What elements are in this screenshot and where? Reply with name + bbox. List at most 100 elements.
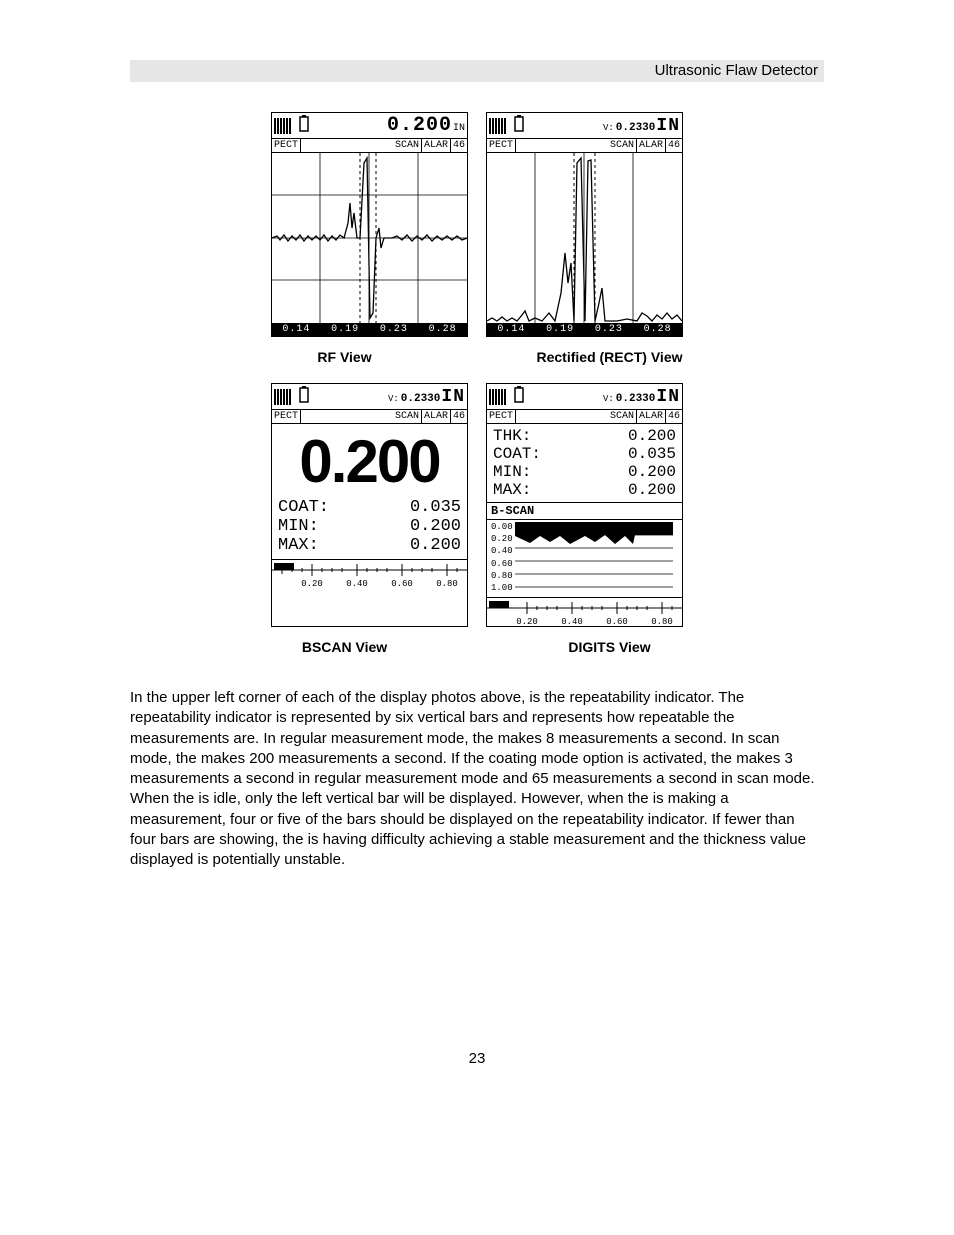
rect-waveform — [487, 153, 682, 323]
xaxis-tick: 0.23 — [595, 324, 623, 335]
repeatability-indicator — [274, 118, 291, 134]
caption-row-1: RF View Rectified (RECT) View — [130, 343, 824, 383]
ruler-tick: 0.80 — [651, 617, 673, 626]
xaxis-tick: 0.28 — [644, 324, 672, 335]
max-value: 0.200 — [410, 536, 461, 555]
rect-num: 46 — [665, 139, 682, 152]
bscan-screen: V: 0.2330 IN PECT SCAN ALAR 46 0.200 COA… — [271, 383, 468, 627]
yaxis-tick: 1.00 — [491, 583, 513, 593]
bscan-yaxis: 0.00 0.20 0.40 0.60 0.80 1.00 — [491, 522, 513, 593]
xaxis-tick: 0.19 — [331, 324, 359, 335]
rect-xaxis: 0.14 0.19 0.23 0.28 — [487, 323, 682, 336]
header-band: Ultrasonic Flaw Detector — [130, 60, 824, 82]
screens-row-1: 0.200 IN PECT SCAN ALAR 46 — [130, 112, 824, 337]
coat-value: 0.035 — [628, 445, 676, 463]
thk-label: THK: — [493, 427, 531, 445]
rf-alar: ALAR — [421, 139, 450, 152]
digits-caption: DIGITS View — [512, 639, 707, 655]
xaxis-tick: 0.14 — [282, 324, 310, 335]
digits-alar: ALAR — [636, 410, 665, 423]
rf-status-row: PECT SCAN ALAR 46 — [272, 139, 467, 153]
xaxis-tick: 0.28 — [429, 324, 457, 335]
coat-label: COAT: — [493, 445, 541, 463]
ruler-tick: 0.60 — [391, 579, 413, 588]
digits-kv: THK: 0.200 COAT: 0.035 MIN: 0.200 MAX: 0.200 — [487, 424, 682, 502]
digits-mode: PECT — [487, 410, 515, 423]
max-label: MAX: — [278, 536, 319, 555]
xaxis-tick: 0.14 — [497, 324, 525, 335]
rf-waveform — [272, 153, 467, 323]
repeatability-indicator — [489, 118, 506, 134]
ruler-tick: 0.40 — [346, 579, 368, 588]
yaxis-tick: 0.60 — [491, 559, 513, 569]
bscan-caption: BSCAN View — [247, 639, 442, 655]
body-text: is idle, only the left vertical bar will… — [198, 790, 652, 807]
screens-row-2: V: 0.2330 IN PECT SCAN ALAR 46 0.200 COA… — [130, 383, 824, 627]
rect-vlabel: V: — [603, 123, 614, 133]
bscan-mode: PECT — [272, 410, 300, 423]
page-number: 23 — [130, 1050, 824, 1067]
caption-row-2: BSCAN View DIGITS View — [130, 633, 824, 673]
rf-scan: SCAN — [393, 139, 421, 152]
battery-icon — [512, 385, 526, 408]
rect-alar: ALAR — [636, 139, 665, 152]
min-value: 0.200 — [410, 517, 461, 536]
min-label: MIN: — [493, 463, 531, 481]
yaxis-tick: 0.80 — [491, 571, 513, 581]
digits-status-row: PECT SCAN ALAR 46 — [487, 410, 682, 424]
rf-num: 46 — [450, 139, 467, 152]
header-title: Ultrasonic Flaw Detector — [655, 62, 818, 79]
rf-xaxis: 0.14 0.19 0.23 0.28 — [272, 323, 467, 336]
repeatability-indicator — [274, 389, 291, 405]
repeatability-indicator — [489, 389, 506, 405]
digits-unit: IN — [656, 387, 680, 407]
ruler-tick: 0.60 — [606, 617, 628, 626]
battery-icon — [297, 114, 311, 137]
ruler-tick: 0.40 — [561, 617, 583, 626]
bscan-big-reading: 0.200 — [272, 424, 467, 498]
digits-top-value: V: 0.2330 IN — [603, 387, 680, 407]
bscan-unit: IN — [441, 387, 465, 407]
yaxis-tick: 0.20 — [491, 534, 513, 544]
digits-num: 46 — [665, 410, 682, 423]
coat-label: COAT: — [278, 498, 329, 517]
bscan-top-bar: V: 0.2330 IN — [272, 384, 467, 410]
rf-mode: PECT — [272, 139, 300, 152]
battery-icon — [297, 385, 311, 408]
rect-status-row: PECT SCAN ALAR 46 — [487, 139, 682, 153]
digits-value: 0.2330 — [616, 393, 656, 405]
rf-value: 0.200 — [387, 114, 452, 137]
rect-scan: SCAN — [608, 139, 636, 152]
xaxis-tick: 0.23 — [380, 324, 408, 335]
thk-value: 0.200 — [628, 427, 676, 445]
ruler-tick: 0.20 — [301, 579, 323, 588]
rect-top-bar: V: 0.2330 IN — [487, 113, 682, 139]
bscan-section-title: B-SCAN — [487, 502, 682, 520]
bscan-value: 0.2330 — [401, 393, 441, 405]
bscan-status-row: PECT SCAN ALAR 46 — [272, 410, 467, 424]
bscan-num: 46 — [450, 410, 467, 423]
ruler-tick: 0.20 — [516, 617, 538, 626]
min-label: MIN: — [278, 517, 319, 536]
bscan-chart: 0.00 0.20 0.40 0.60 0.80 1.00 — [487, 520, 682, 595]
battery-icon — [512, 114, 526, 137]
yaxis-tick: 0.40 — [491, 546, 513, 556]
max-label: MAX: — [493, 481, 531, 499]
rf-caption: RF View — [247, 349, 442, 365]
xaxis-tick: 0.19 — [546, 324, 574, 335]
yaxis-tick: 0.00 — [491, 522, 513, 532]
bscan-kv: COAT: 0.035 MIN: 0.200 MAX: 0.200 — [272, 498, 467, 557]
bscan-vlabel: V: — [388, 394, 399, 404]
coat-value: 0.035 — [410, 498, 461, 517]
rect-top-value: V: 0.2330 IN — [603, 116, 680, 136]
bscan-ruler: 0.20 0.40 0.60 0.80 — [272, 560, 467, 588]
min-value: 0.200 — [628, 463, 676, 481]
digits-ruler: 0.20 0.40 0.60 0.80 — [487, 598, 682, 626]
ruler-tick: 0.80 — [436, 579, 458, 588]
rf-unit: IN — [453, 123, 465, 134]
max-value: 0.200 — [628, 481, 676, 499]
rect-value: 0.2330 — [616, 122, 656, 134]
rf-screen: 0.200 IN PECT SCAN ALAR 46 — [271, 112, 468, 337]
rf-top-bar: 0.200 IN — [272, 113, 467, 139]
bscan-alar: ALAR — [421, 410, 450, 423]
